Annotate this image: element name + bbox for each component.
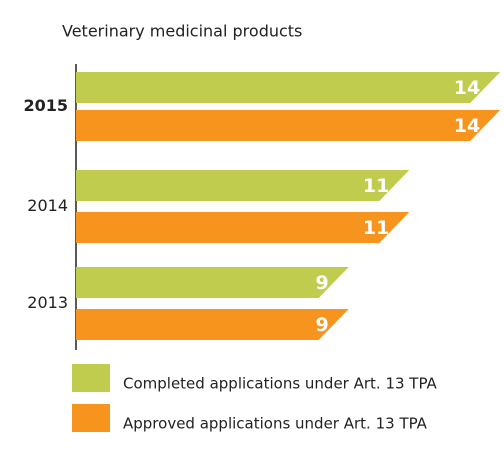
value-label: 9 [315, 272, 328, 294]
legend-label: Approved applications under Art. 13 TPA [123, 415, 428, 433]
bar [76, 170, 410, 201]
value-label: 14 [454, 115, 480, 137]
value-label: 11 [363, 217, 389, 239]
y-tick-label: 2015 [23, 96, 68, 115]
y-tick-label: 2013 [27, 293, 68, 312]
chart-title: Veterinary medicinal products [62, 22, 302, 41]
bar [76, 110, 501, 141]
legend-label: Completed applications under Art. 13 TPA [123, 375, 438, 393]
value-label: 11 [363, 175, 389, 197]
bar [76, 309, 349, 340]
legend-swatch [72, 404, 110, 432]
value-label: 14 [454, 77, 480, 99]
value-label: 9 [315, 314, 328, 336]
bar [76, 212, 410, 243]
bar [76, 267, 349, 298]
legend-swatch [72, 364, 110, 392]
y-tick-label: 2014 [27, 196, 68, 215]
bar [76, 72, 501, 103]
